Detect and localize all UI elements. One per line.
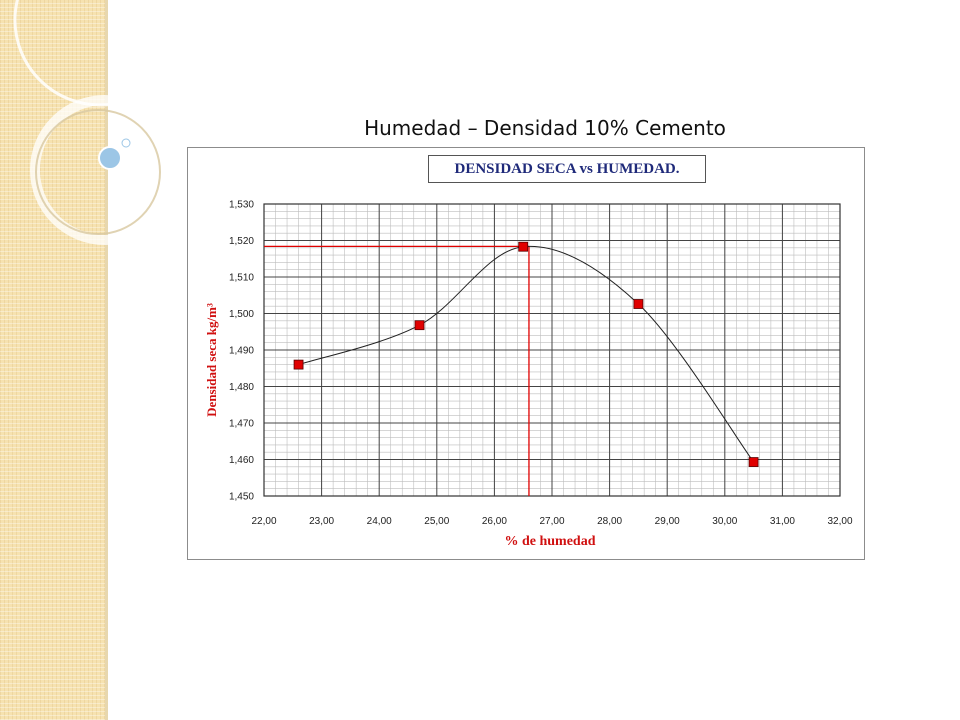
y-tick-label: 1,500 <box>229 309 254 320</box>
x-axis-label: % de humedad <box>504 534 596 549</box>
y-tick-label: 1,530 <box>229 200 254 211</box>
decorative-circles <box>13 0 187 245</box>
x-tick-label: 28,00 <box>597 516 622 527</box>
decor-ring-medium <box>30 95 180 245</box>
x-tick-label: 32,00 <box>827 516 852 527</box>
y-tick-label: 1,510 <box>229 273 254 284</box>
x-tick-label: 27,00 <box>539 516 564 527</box>
data-point <box>414 320 425 331</box>
y-tick-label: 1,520 <box>229 236 254 247</box>
decor-bubble <box>98 146 122 170</box>
data-point <box>748 457 759 467</box>
data-point <box>293 359 304 370</box>
chart-title: DENSIDAD SECA vs HUMEDAD. <box>428 155 706 183</box>
data-point <box>518 241 529 252</box>
y-tick-label: 1,450 <box>229 492 254 503</box>
x-tick-label: 30,00 <box>712 516 737 527</box>
x-tick-label: 23,00 <box>309 516 334 527</box>
plot-border <box>263 203 841 497</box>
x-tick-label: 24,00 <box>367 516 392 527</box>
y-tick-label: 1,460 <box>229 455 254 466</box>
x-tick-label: 31,00 <box>770 516 795 527</box>
decor-bubble-small <box>121 138 131 148</box>
slide-title: Humedad – Densidad 10% Cemento <box>364 116 726 140</box>
y-axis-label: Densidad seca kg/m³ <box>204 303 219 417</box>
y-tick-label: 1,480 <box>229 382 254 393</box>
decor-ring-inner <box>35 109 161 235</box>
decorative-divider <box>105 0 108 720</box>
x-tick-label: 25,00 <box>424 516 449 527</box>
x-tick-label: 26,00 <box>482 516 507 527</box>
y-tick-label: 1,490 <box>229 346 254 357</box>
data-point <box>633 299 644 309</box>
x-tick-label: 29,00 <box>655 516 680 527</box>
y-tick-label: 1,470 <box>229 419 254 430</box>
x-tick-label: 22,00 <box>251 516 276 527</box>
